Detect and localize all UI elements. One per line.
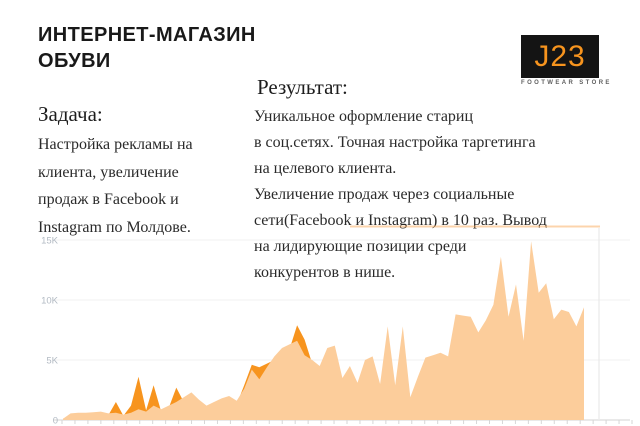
page-title: ИНТЕРНЕТ-МАГАЗИН ОБУВИ — [38, 24, 256, 72]
logo-subtitle: FOOTWEAR STORE — [521, 80, 612, 86]
task-heading: Задача: — [38, 102, 103, 126]
brand-logo: J23 FOOTWEAR STORE — [521, 35, 612, 86]
result-body: Уникальное оформление стариц в соц.сетях… — [254, 108, 547, 281]
svg-text:15K: 15K — [41, 236, 59, 247]
x-axis-ticks — [61, 420, 633, 424]
svg-text:5K: 5K — [46, 356, 58, 367]
growth-chart: 0 5K 10K 15K — [0, 224, 640, 426]
y-axis-labels: 0 5K 10K 15K — [41, 236, 59, 426]
task-body: Настройка рекламы на клиента, увеличение… — [38, 136, 193, 236]
logo-box: J23 — [521, 35, 599, 78]
svg-text:0: 0 — [53, 416, 58, 426]
result-heading: Результат: — [257, 75, 348, 99]
growth-chart-svg: 0 5K 10K 15K — [41, 225, 633, 426]
logo-text: J23 — [534, 39, 586, 73]
svg-text:10K: 10K — [41, 296, 59, 307]
area-series-primary — [63, 241, 584, 420]
